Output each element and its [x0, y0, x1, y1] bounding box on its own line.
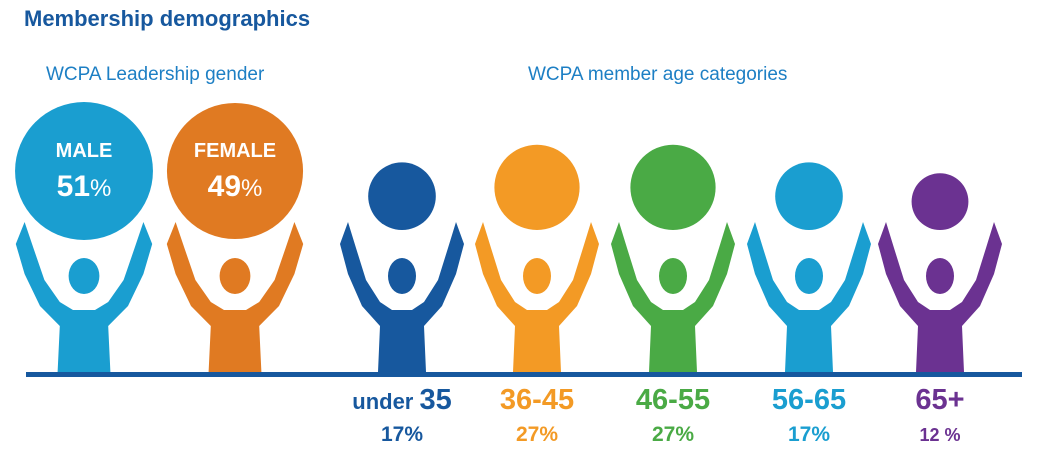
baseline [26, 372, 1022, 377]
age-2-person-body [611, 222, 735, 372]
age-1-category-label: 36-45 [500, 384, 574, 416]
gender-female-value: 49% [208, 170, 263, 203]
age-4-person-body [878, 222, 1002, 372]
gender-male-label: MALE [56, 140, 113, 162]
gender-chart-title: WCPA Leadership gender [46, 64, 265, 85]
age-4-category-label: 65+ [915, 384, 964, 416]
age-3-value-label: 17% [788, 423, 830, 446]
age-1-person-body [475, 222, 599, 372]
age-0-person-body [340, 222, 464, 372]
age-3-ball [775, 162, 843, 230]
age-0-value-label: 17% [381, 423, 423, 446]
age-0-ball [368, 162, 436, 230]
age-4-person-head [926, 258, 954, 294]
age-0-person-head [388, 258, 416, 294]
gender-male-value: 51% [57, 170, 112, 203]
age-2-person-head [659, 258, 687, 294]
age-3-person-body [747, 222, 871, 372]
gender-male-person-head [68, 258, 100, 294]
age-2-ball [630, 144, 716, 230]
gender-male-person-body [15, 222, 153, 372]
age-1-value-label: 27% [516, 423, 558, 446]
gender-female-person-head [219, 258, 251, 294]
age-chart-title: WCPA member age categories [528, 64, 788, 85]
page-title: Membership demographics [24, 6, 311, 31]
gender-female-circle [166, 102, 304, 240]
gender-female-label: FEMALE [194, 140, 276, 162]
age-3-category-label: 56-65 [772, 384, 846, 416]
gender-female-person-body [166, 222, 304, 372]
age-1-ball [494, 144, 580, 230]
age-1-person-head [523, 258, 551, 294]
age-2-category-label: 46-55 [636, 384, 710, 416]
age-3-person-head [795, 258, 823, 294]
age-4-value-label: 12 % [919, 425, 960, 445]
gender-male-circle [15, 102, 153, 240]
age-4-ball [911, 173, 969, 230]
age-2-value-label: 27% [652, 423, 694, 446]
age-0-category-label: under 35 [352, 384, 452, 416]
